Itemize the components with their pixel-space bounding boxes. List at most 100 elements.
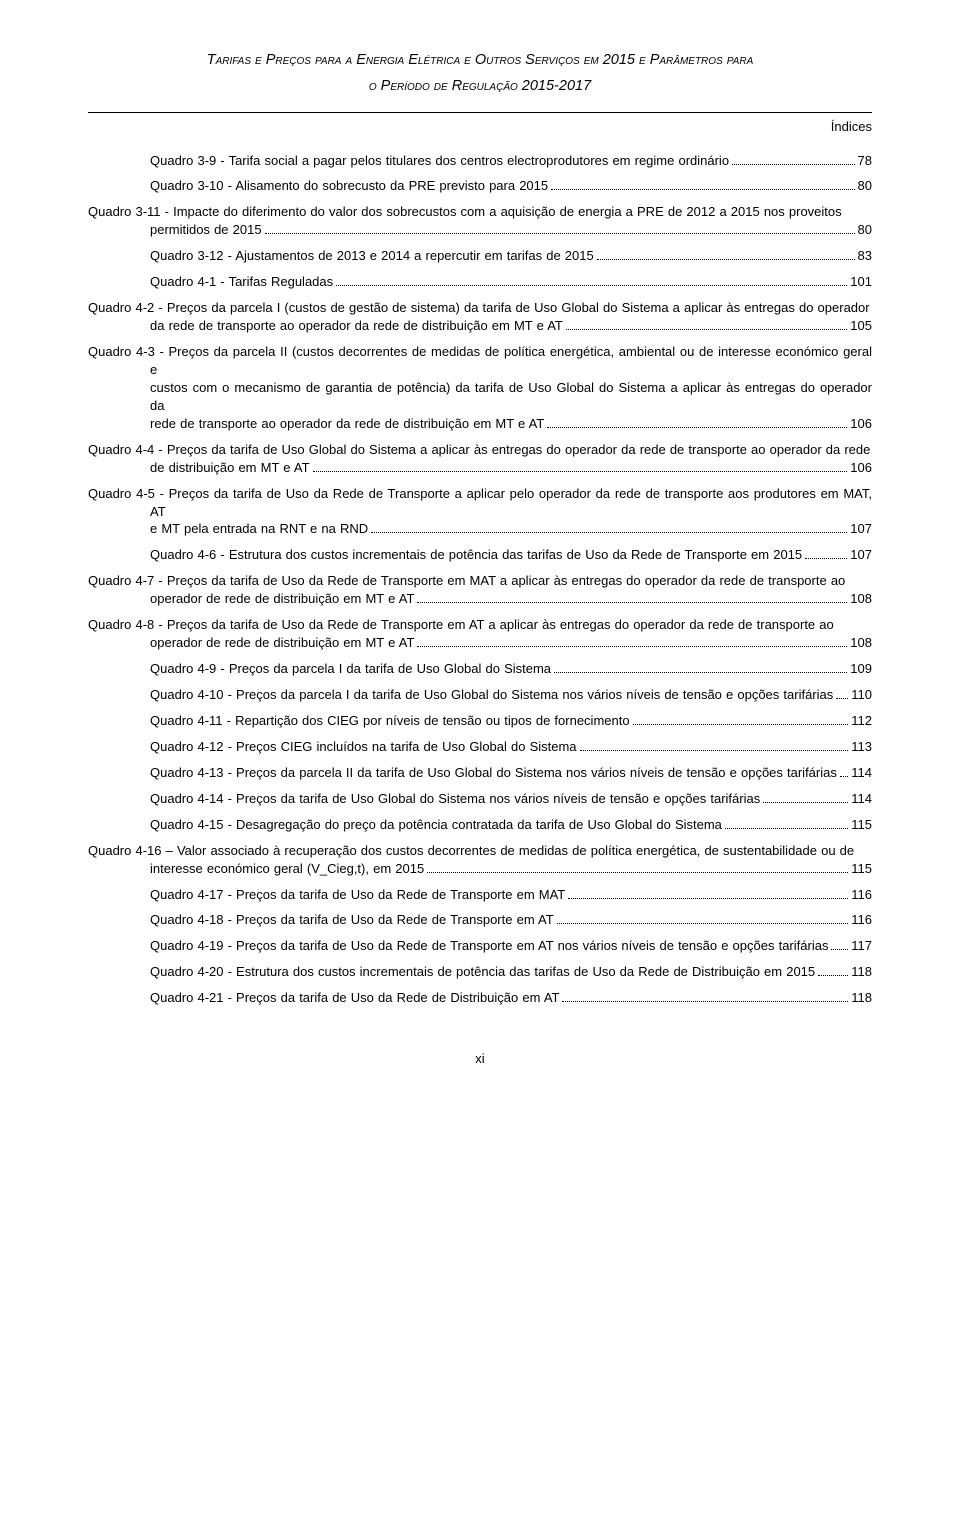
toc-entry: Quadro 3-11 - Impacte do diferimento do …	[88, 203, 872, 239]
toc-entry-page: 115	[851, 816, 872, 834]
toc-entry: Quadro 4-21 - Preços da tarifa de Uso da…	[88, 989, 872, 1007]
toc-entry-page: 114	[851, 790, 872, 808]
leader-dots	[336, 285, 847, 286]
toc-entry: Quadro 4-10 - Preços da parcela I da tar…	[88, 686, 872, 704]
toc-entry: Quadro 4-12 - Preços CIEG incluídos na t…	[88, 738, 872, 756]
toc-entry-text: permitidos de 2015	[150, 221, 262, 239]
toc-entry-page: 110	[851, 686, 872, 704]
toc-entry-page: 78	[858, 152, 872, 170]
toc-entry: Quadro 4-6 - Estrutura dos custos increm…	[88, 546, 872, 564]
leader-dots	[597, 259, 855, 260]
toc-entry-text: operador de rede de distribuição em MT e…	[150, 590, 414, 608]
toc-entry-text: Quadro 4-19 - Preços da tarifa de Uso da…	[150, 937, 828, 955]
doc-header-line1: Tarifas e Preços para a Energia Elétrica…	[88, 50, 872, 72]
toc-entry-page: 118	[851, 963, 872, 981]
toc-entry-text: Quadro 4-21 - Preços da tarifa de Uso da…	[150, 989, 559, 1007]
toc-entry: Quadro 4-19 - Preços da tarifa de Uso da…	[88, 937, 872, 955]
leader-dots	[580, 750, 849, 751]
toc-entry-page: 107	[850, 546, 872, 564]
toc-entry: Quadro 4-18 - Preços da tarifa de Uso da…	[88, 911, 872, 929]
toc-entry-text: Quadro 3-10 - Alisamento do sobrecusto d…	[150, 177, 548, 195]
toc-entry: Quadro 3-9 - Tarifa social a pagar pelos…	[88, 152, 872, 170]
toc-entry-page: 108	[850, 590, 872, 608]
toc-entry-text: rede de transporte ao operador da rede d…	[150, 415, 544, 433]
table-of-contents: Quadro 3-9 - Tarifa social a pagar pelos…	[88, 152, 872, 1008]
toc-entry-text: interesse económico geral (V_Cieg,t), em…	[150, 860, 424, 878]
toc-entry-page: 116	[851, 886, 872, 904]
toc-entry-text: Quadro 3-12 - Ajustamentos de 2013 e 201…	[150, 247, 594, 265]
toc-entry: Quadro 4-17 - Preços da tarifa de Uso da…	[88, 886, 872, 904]
leader-dots	[265, 233, 855, 234]
toc-entry: Quadro 4-7 - Preços da tarifa de Uso da …	[88, 572, 872, 608]
toc-entry: Quadro 4-2 - Preços da parcela I (custos…	[88, 299, 872, 335]
leader-dots	[313, 471, 848, 472]
toc-entry: Quadro 4-11 - Repartição dos CIEG por ní…	[88, 712, 872, 730]
leader-dots	[818, 975, 848, 976]
leader-dots	[427, 872, 848, 873]
toc-entry-text: Quadro 3-9 - Tarifa social a pagar pelos…	[150, 152, 729, 170]
toc-entry-page: 115	[851, 860, 872, 878]
toc-entry: Quadro 4-4 - Preços da tarifa de Uso Glo…	[88, 441, 872, 477]
leader-dots	[725, 828, 848, 829]
toc-entry: Quadro 4-13 - Preços da parcela II da ta…	[88, 764, 872, 782]
toc-entry: Quadro 4-9 - Preços da parcela I da tari…	[88, 660, 872, 678]
toc-entry-text: de distribuição em MT e AT	[150, 459, 310, 477]
toc-entry-page: 106	[850, 459, 872, 477]
leader-dots	[562, 1001, 848, 1002]
leader-dots	[371, 532, 847, 533]
toc-entry: Quadro 4-5 - Preços da tarifa de Uso da …	[88, 485, 872, 539]
header-divider	[88, 112, 872, 113]
page-number-footer: xi	[88, 1051, 872, 1066]
toc-entry-page: 108	[850, 634, 872, 652]
toc-entry-page: 105	[850, 317, 872, 335]
toc-entry-page: 107	[850, 520, 872, 538]
toc-entry-page: 109	[850, 660, 872, 678]
toc-entry-text: Quadro 4-6 - Estrutura dos custos increm…	[150, 546, 802, 564]
leader-dots	[840, 776, 848, 777]
toc-entry-text: Quadro 4-10 - Preços da parcela I da tar…	[150, 686, 833, 704]
toc-entry: Quadro 4-14 - Preços da tarifa de Uso Gl…	[88, 790, 872, 808]
toc-entry-page: 101	[850, 273, 872, 291]
leader-dots	[633, 724, 849, 725]
toc-entry-text: Quadro 4-18 - Preços da tarifa de Uso da…	[150, 911, 554, 929]
toc-entry: Quadro 4-15 - Desagregação do preço da p…	[88, 816, 872, 834]
toc-entry-text: operador de rede de distribuição em MT e…	[150, 634, 414, 652]
section-label-indices: Índices	[88, 119, 872, 134]
toc-entry: Quadro 4-1 - Tarifas Reguladas 101	[88, 273, 872, 291]
leader-dots	[551, 189, 854, 190]
toc-entry-text: Quadro 4-11 - Repartição dos CIEG por ní…	[150, 712, 630, 730]
toc-entry-text: Quadro 4-9 - Preços da parcela I da tari…	[150, 660, 551, 678]
leader-dots	[417, 602, 847, 603]
toc-entry-page: 118	[851, 989, 872, 1007]
toc-entry-text: da rede de transporte ao operador da red…	[150, 317, 563, 335]
toc-entry-text: Quadro 4-17 - Preços da tarifa de Uso da…	[150, 886, 565, 904]
toc-entry: Quadro 4-16 – Valor associado à recupera…	[88, 842, 872, 878]
toc-entry-page: 117	[851, 937, 872, 955]
toc-entry-text: Quadro 4-13 - Preços da parcela II da ta…	[150, 764, 837, 782]
leader-dots	[557, 923, 849, 924]
toc-entry-text: Quadro 4-20 - Estrutura dos custos incre…	[150, 963, 815, 981]
leader-dots	[805, 558, 847, 559]
toc-entry-page: 80	[858, 221, 872, 239]
toc-entry: Quadro 3-10 - Alisamento do sobrecusto d…	[88, 177, 872, 195]
toc-entry-text: Quadro 4-12 - Preços CIEG incluídos na t…	[150, 738, 577, 756]
leader-dots	[831, 949, 848, 950]
toc-entry: Quadro 3-12 - Ajustamentos de 2013 e 201…	[88, 247, 872, 265]
toc-entry-page: 112	[851, 712, 872, 730]
toc-entry-text: Quadro 4-1 - Tarifas Reguladas	[150, 273, 333, 291]
leader-dots	[554, 672, 847, 673]
toc-entry-page: 106	[850, 415, 872, 433]
leader-dots	[547, 427, 847, 428]
toc-entry: Quadro 4-20 - Estrutura dos custos incre…	[88, 963, 872, 981]
leader-dots	[417, 646, 847, 647]
toc-entry-text: Quadro 4-14 - Preços da tarifa de Uso Gl…	[150, 790, 760, 808]
toc-entry-page: 83	[858, 247, 872, 265]
leader-dots	[566, 329, 847, 330]
leader-dots	[568, 898, 848, 899]
toc-entry-text: Quadro 4-15 - Desagregação do preço da p…	[150, 816, 722, 834]
toc-entry: Quadro 4-8 - Preços da tarifa de Uso da …	[88, 616, 872, 652]
toc-entry-page: 116	[851, 911, 872, 929]
leader-dots	[732, 164, 854, 165]
toc-entry: Quadro 4-3 - Preços da parcela II (custo…	[88, 343, 872, 433]
doc-header-line2: o Período de Regulação 2015-2017	[88, 76, 872, 98]
